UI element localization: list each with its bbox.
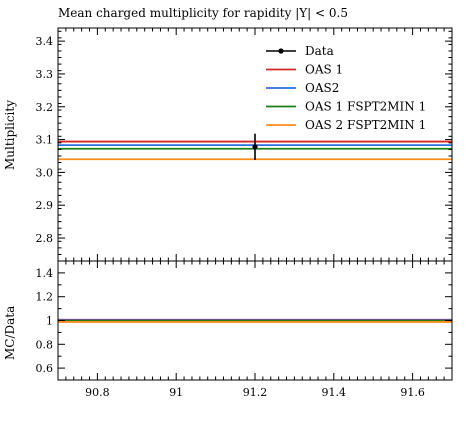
ratio-y-axis-label: MC/Data [3,306,17,360]
x-tick-label: 91.4 [322,386,347,399]
main-y-tick-label: 2.8 [36,232,54,245]
ratio-y-tick-label: 1.2 [36,291,54,304]
main-y-tick-label: 3.4 [36,35,54,48]
x-tick-label: 90.8 [85,386,110,399]
ratio-plot-panel: 0.6 0.8 1 1.2 1.4 90.8 91 91.2 91.4 91.6 MC/Data [3,260,453,399]
ratio-y-tick-label: 0.8 [36,338,54,351]
main-y-tick-label: 3.2 [36,101,54,114]
ratio-y-tick-label: 1 [46,315,53,328]
ratio-y-tick-label: 0.6 [36,362,54,375]
main-y-tick-label: 3.0 [36,166,54,179]
legend-label-2: OAS2 [305,81,339,95]
legend-label-data: Data [305,44,334,58]
legend-label-1: OAS 1 [305,63,343,77]
legend-label-3: OAS 1 FSPT2MIN 1 [305,100,426,114]
legend-label-4: OAS 2 FSPT2MIN 1 [305,118,426,132]
ratio-y-tick-label: 1.4 [36,267,54,280]
main-plot-panel: 2.8 2.9 3.0 3.1 3.2 3.3 3.4 Multiplicity Data O… [3,27,453,262]
main-y-tick-label: 2.9 [36,199,54,212]
x-tick-label: 91.6 [400,386,425,399]
legend-data-marker [278,48,284,54]
main-y-tick-label: 3.1 [36,134,54,147]
main-y-axis-label: Multiplicity [3,100,17,170]
x-tick-label: 91.2 [243,386,268,399]
legend: Data OAS 1 OAS2 OAS 1 FSPT2MIN 1 OAS 2 FSPT2… [266,44,426,132]
x-tick-label: 91 [169,386,183,399]
chart-title: Mean charged multiplicity for rapidity |… [58,6,348,20]
main-y-tick-label: 3.3 [36,68,54,81]
data-point [252,144,258,150]
